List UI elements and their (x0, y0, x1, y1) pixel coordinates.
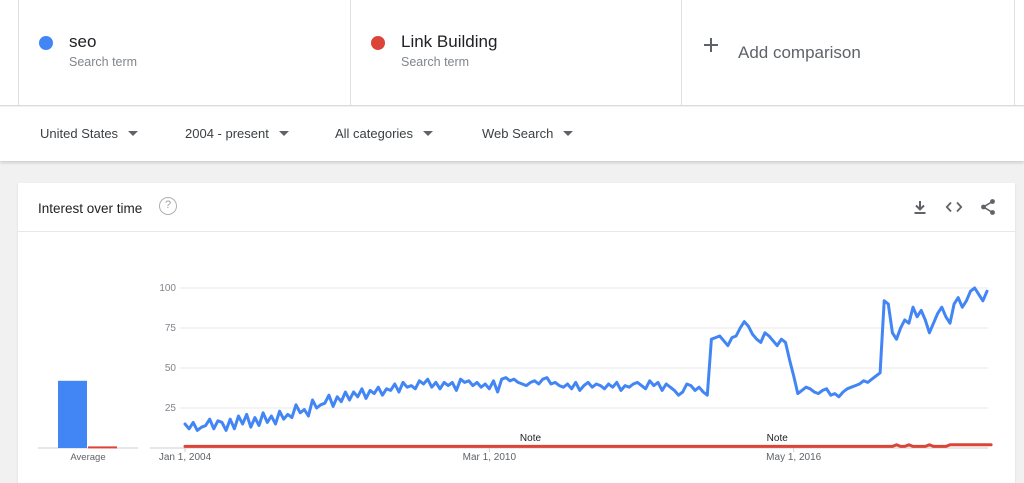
y-tick-label: 50 (165, 363, 177, 374)
category-value: All categories (335, 126, 414, 141)
search-type-value: Web Search (482, 126, 554, 141)
region-value: United States (40, 126, 119, 141)
series-color-dot (39, 36, 53, 50)
plus-icon (704, 38, 718, 52)
comparison-bar: seo Search term Link Building Search ter… (0, 0, 1024, 106)
y-tick-label: 75 (165, 323, 177, 334)
chevron-down-icon (423, 131, 434, 136)
add-comparison-label: Add comparison (738, 43, 861, 62)
chevron-down-icon (128, 131, 139, 136)
chevron-down-icon (278, 131, 289, 136)
search-term-link-building[interactable]: Link Building Search term (350, 0, 682, 105)
download-icon[interactable] (911, 198, 929, 216)
embed-icon[interactable] (945, 198, 963, 216)
card-header: Interest over time ? (18, 183, 1015, 232)
category-dropdown[interactable]: All categories (335, 126, 434, 141)
chart-note: Note (767, 433, 789, 444)
chart-notes[interactable]: Note Note (520, 433, 788, 444)
x-tick-label: Jan 1, 2004 (159, 452, 212, 463)
search-term-seo[interactable]: seo Search term (18, 0, 350, 105)
x-tick-label: Mar 1, 2010 (463, 452, 517, 463)
y-tick-label: 25 (165, 403, 177, 414)
time-range-value: 2004 - present (185, 126, 269, 141)
series-color-dot (371, 36, 385, 50)
average-label: Average (70, 452, 105, 463)
y-tick-label: 100 (159, 283, 176, 294)
grid-lines (38, 287, 988, 449)
interest-over-time-card: Interest over time ? (18, 183, 1015, 483)
search-term-subtitle: Search term (401, 55, 470, 69)
chevron-down-icon (563, 131, 574, 136)
chart-note: Note (520, 433, 542, 444)
time-range-dropdown[interactable]: 2004 - present (185, 126, 289, 141)
share-icon[interactable] (979, 198, 997, 216)
average-bar-link-building (88, 446, 117, 449)
search-term-name: Link Building (401, 32, 498, 51)
filter-bar: United States 2004 - present All categor… (0, 107, 1024, 161)
x-axis-ticks: Jan 1, 2004 Mar 1, 2010 May 1, 2016 (159, 448, 822, 463)
search-term-name: seo (69, 32, 97, 51)
average-bar-seo (58, 380, 87, 448)
series-line-seo (183, 286, 989, 432)
region-dropdown[interactable]: United States (40, 126, 139, 141)
search-term-subtitle: Search term (69, 55, 138, 69)
series-line-link-building (183, 443, 993, 448)
y-axis-ticks: 25 50 75 100 (159, 283, 176, 414)
help-icon[interactable]: ? (159, 197, 177, 215)
average-bars: Average (58, 380, 117, 463)
add-comparison-button[interactable]: Add comparison (681, 0, 1015, 105)
x-tick-label: May 1, 2016 (766, 452, 821, 463)
card-title: Interest over time (38, 201, 143, 216)
series-lines (183, 286, 993, 448)
search-type-dropdown[interactable]: Web Search (482, 126, 574, 141)
